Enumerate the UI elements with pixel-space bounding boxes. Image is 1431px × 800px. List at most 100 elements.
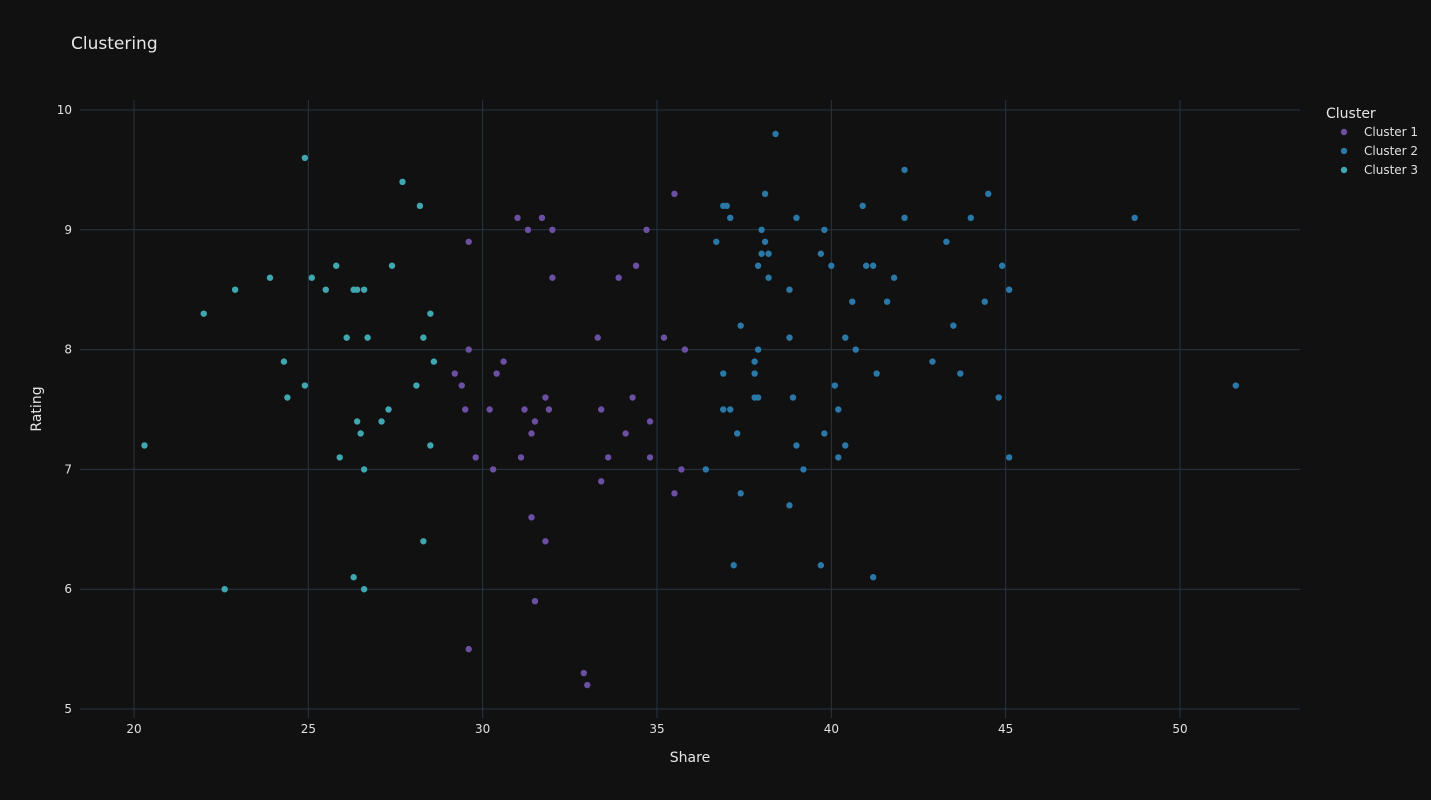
data-point[interactable] [284, 394, 291, 401]
data-point[interactable] [789, 394, 797, 401]
data-point[interactable] [713, 238, 720, 245]
data-point[interactable] [542, 394, 549, 401]
data-point[interactable] [388, 262, 396, 269]
data-point[interactable] [385, 406, 392, 413]
legend-item-cluster-2[interactable]: Cluster 2 [1340, 144, 1418, 158]
data-point[interactable] [538, 214, 546, 222]
data-point[interactable] [821, 226, 828, 233]
data-point[interactable] [751, 358, 758, 365]
data-point[interactable] [765, 274, 772, 281]
data-point[interactable] [817, 250, 825, 257]
data-point[interactable] [998, 262, 1006, 269]
data-point[interactable] [678, 466, 685, 473]
data-point[interactable] [730, 562, 737, 569]
data-point[interactable] [350, 574, 357, 581]
data-point[interactable] [622, 430, 629, 437]
data-point[interactable] [660, 334, 668, 341]
data-point[interactable] [950, 322, 957, 329]
data-point[interactable] [957, 370, 964, 377]
data-point[interactable] [727, 214, 734, 222]
data-point[interactable] [524, 226, 532, 233]
data-point[interactable] [817, 562, 825, 569]
data-point[interactable] [901, 214, 908, 222]
data-point[interactable] [549, 274, 556, 281]
data-point[interactable] [462, 406, 469, 413]
data-point[interactable] [737, 490, 744, 497]
data-point[interactable] [901, 166, 908, 174]
data-point[interactable] [720, 370, 727, 377]
data-point[interactable] [465, 346, 472, 353]
data-point[interactable] [221, 586, 228, 593]
data-point[interactable] [754, 262, 762, 269]
data-point[interactable] [723, 202, 730, 210]
data-point[interactable] [353, 418, 361, 425]
data-point[interactable] [733, 430, 741, 437]
data-point[interactable] [500, 358, 507, 365]
data-point[interactable] [835, 454, 842, 461]
data-point[interactable] [720, 406, 727, 413]
data-point[interactable] [364, 334, 371, 341]
data-point[interactable] [835, 406, 842, 413]
data-point[interactable] [301, 382, 309, 389]
data-point[interactable] [598, 478, 605, 485]
data-point[interactable] [528, 430, 535, 437]
data-point[interactable] [357, 430, 364, 437]
data-point[interactable] [521, 406, 528, 413]
data-point[interactable] [353, 286, 361, 293]
data-point[interactable] [584, 681, 591, 689]
data-point[interactable] [486, 406, 493, 413]
data-point[interactable] [451, 370, 458, 377]
legend-item-cluster-1[interactable]: Cluster 1 [1340, 125, 1418, 139]
data-point[interactable] [793, 442, 800, 449]
data-point[interactable] [985, 190, 992, 198]
data-point[interactable] [1131, 214, 1138, 222]
data-point[interactable] [646, 418, 654, 425]
data-point[interactable] [786, 286, 793, 293]
data-point[interactable] [343, 334, 350, 341]
data-point[interactable] [514, 214, 521, 222]
data-point[interactable] [378, 418, 385, 425]
data-point[interactable] [399, 178, 406, 186]
data-point[interactable] [308, 274, 316, 281]
data-point[interactable] [632, 262, 640, 269]
data-point[interactable] [765, 250, 772, 257]
data-point[interactable] [528, 514, 535, 521]
data-point[interactable] [943, 238, 950, 245]
data-point[interactable] [828, 262, 835, 269]
data-point[interactable] [615, 274, 622, 281]
data-point[interactable] [489, 466, 497, 473]
data-point[interactable] [472, 454, 479, 461]
data-point[interactable] [761, 238, 769, 245]
data-point[interactable] [890, 274, 898, 281]
data-point[interactable] [266, 274, 274, 281]
data-point[interactable] [231, 286, 239, 293]
data-point[interactable] [737, 322, 744, 329]
data-point[interactable] [859, 202, 866, 210]
data-point[interactable] [322, 286, 329, 293]
data-point[interactable] [336, 454, 343, 461]
data-point[interactable] [758, 226, 765, 233]
data-point[interactable] [831, 382, 839, 389]
data-point[interactable] [883, 298, 891, 305]
data-point[interactable] [967, 214, 974, 222]
data-point[interactable] [580, 669, 587, 677]
data-point[interactable] [531, 418, 539, 425]
data-point[interactable] [458, 382, 465, 389]
data-point[interactable] [594, 334, 601, 341]
data-point[interactable] [786, 502, 793, 509]
data-point[interactable] [754, 394, 762, 401]
data-point[interactable] [869, 574, 877, 581]
data-point[interactable] [1005, 454, 1013, 461]
data-point[interactable] [873, 370, 880, 377]
data-point[interactable] [929, 358, 936, 365]
data-point[interactable] [751, 370, 758, 377]
data-point[interactable] [849, 298, 856, 305]
legend-item-cluster-3[interactable]: Cluster 3 [1340, 163, 1418, 177]
data-point[interactable] [754, 346, 762, 353]
data-point[interactable] [800, 466, 807, 473]
data-point[interactable] [981, 298, 988, 305]
data-point[interactable] [772, 130, 779, 138]
data-point[interactable] [545, 406, 553, 413]
data-point[interactable] [793, 214, 800, 222]
data-point[interactable] [360, 286, 368, 293]
